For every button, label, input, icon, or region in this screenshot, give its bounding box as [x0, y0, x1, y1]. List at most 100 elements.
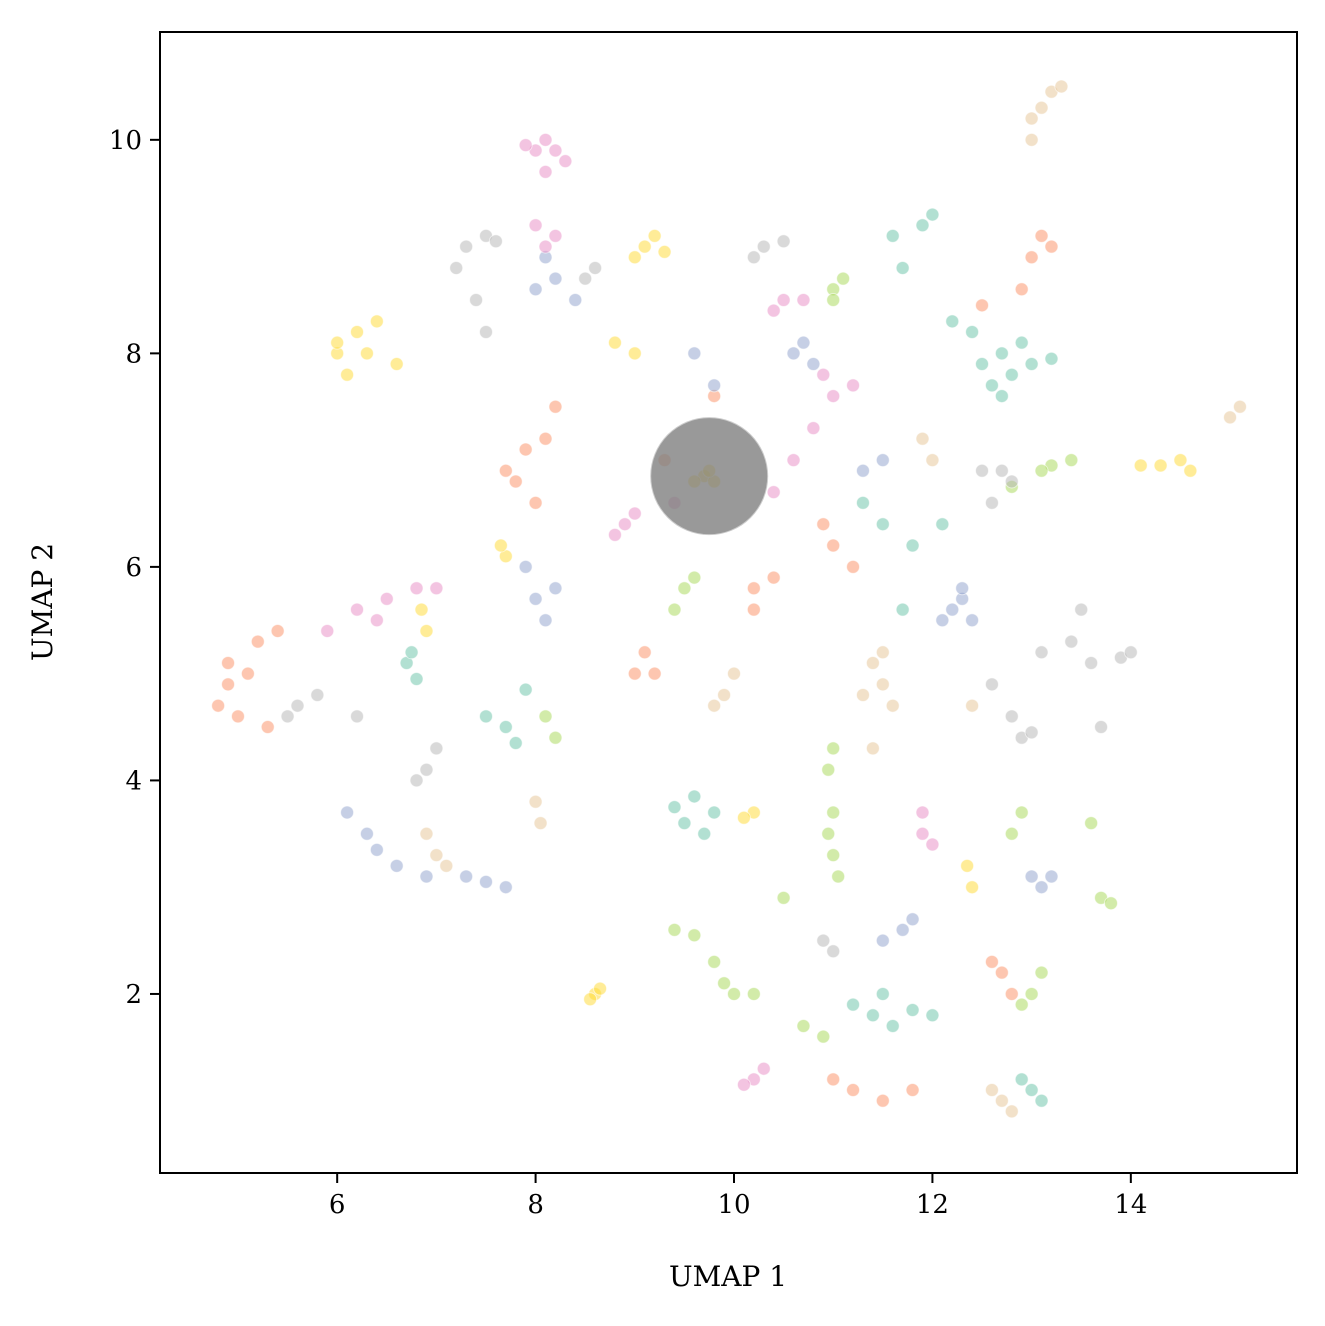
point — [875, 517, 890, 532]
point — [647, 666, 662, 681]
point — [846, 997, 861, 1012]
point — [409, 671, 424, 686]
point — [915, 218, 930, 233]
point — [478, 709, 493, 724]
y-tick-label: 10 — [109, 126, 142, 156]
point — [1223, 410, 1238, 425]
point — [508, 736, 523, 751]
point — [1024, 1083, 1039, 1098]
point — [994, 346, 1009, 361]
point — [607, 335, 622, 350]
point — [459, 239, 474, 254]
point — [1024, 250, 1039, 265]
point — [1034, 228, 1049, 243]
point — [816, 1029, 831, 1044]
point — [905, 912, 920, 927]
point — [588, 260, 603, 275]
point — [1084, 655, 1099, 670]
point — [1183, 463, 1198, 478]
point — [1024, 725, 1039, 740]
point — [350, 709, 365, 724]
point — [568, 292, 583, 307]
point — [429, 741, 444, 756]
point — [1173, 453, 1188, 468]
point — [518, 138, 533, 153]
point — [885, 228, 900, 243]
point — [885, 1018, 900, 1033]
point — [1004, 709, 1019, 724]
point — [875, 933, 890, 948]
point — [1004, 986, 1019, 1001]
point — [478, 325, 493, 340]
point — [1064, 634, 1079, 649]
point — [419, 869, 434, 884]
point — [984, 378, 999, 393]
point — [776, 234, 791, 249]
point — [865, 1008, 880, 1023]
point — [707, 954, 722, 969]
point — [627, 506, 642, 521]
point — [647, 228, 662, 243]
point — [816, 367, 831, 382]
point — [389, 357, 404, 372]
point — [905, 1083, 920, 1098]
point — [369, 613, 384, 628]
point — [359, 346, 374, 361]
point — [429, 581, 444, 596]
point — [250, 634, 265, 649]
point — [975, 357, 990, 372]
point — [637, 645, 652, 660]
point — [1024, 111, 1039, 126]
point — [538, 613, 553, 628]
point — [270, 623, 285, 638]
point — [637, 239, 652, 254]
point — [816, 933, 831, 948]
point — [826, 944, 841, 959]
point — [1014, 997, 1029, 1012]
point — [855, 463, 870, 478]
point — [1232, 399, 1247, 414]
point — [875, 645, 890, 660]
point — [449, 260, 464, 275]
point — [994, 389, 1009, 404]
point — [419, 826, 434, 841]
point — [350, 325, 365, 340]
point — [1094, 720, 1109, 735]
point — [593, 981, 608, 996]
point — [389, 858, 404, 873]
point — [925, 207, 940, 222]
point — [350, 602, 365, 617]
point — [736, 1077, 751, 1092]
point — [359, 826, 374, 841]
point — [533, 816, 548, 831]
point — [875, 1093, 890, 1108]
point — [488, 234, 503, 249]
y-tick-label: 4 — [125, 766, 142, 796]
point — [965, 880, 980, 895]
point — [409, 581, 424, 596]
point — [221, 655, 236, 670]
point — [240, 666, 255, 681]
point — [875, 677, 890, 692]
point — [756, 1061, 771, 1076]
point — [459, 869, 474, 884]
point — [677, 581, 692, 596]
point — [746, 581, 761, 596]
point — [330, 335, 345, 350]
point — [796, 292, 811, 307]
point — [1074, 602, 1089, 617]
point — [984, 954, 999, 969]
point — [429, 848, 444, 863]
point — [657, 244, 672, 259]
x-tick-label: 10 — [717, 1190, 750, 1220]
point — [697, 826, 712, 841]
point — [538, 239, 553, 254]
point — [826, 538, 841, 553]
point — [895, 922, 910, 937]
point — [846, 1083, 861, 1098]
point — [583, 992, 598, 1007]
point — [687, 346, 702, 361]
plot-frame — [159, 31, 1298, 1174]
point — [280, 709, 295, 724]
point — [1014, 1072, 1029, 1087]
